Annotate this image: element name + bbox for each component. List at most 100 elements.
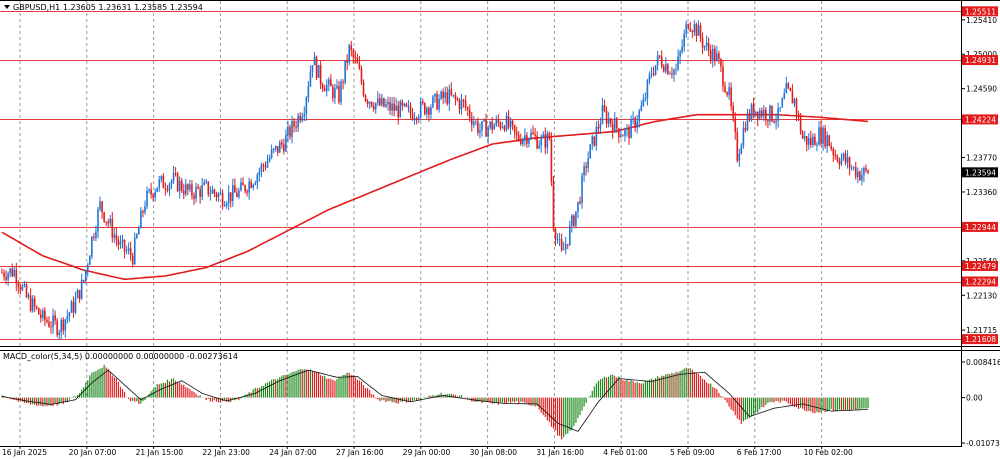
candle-body	[687, 24, 690, 29]
candle-body	[46, 319, 48, 322]
triangle-down-icon[interactable]	[4, 5, 10, 9]
bear-candle	[491, 116, 493, 134]
bull-candle	[23, 280, 26, 288]
bull-candle	[426, 106, 428, 119]
candle-body	[99, 201, 101, 210]
candle-body	[109, 218, 112, 224]
bull-candle	[575, 211, 577, 229]
candle-body	[466, 107, 469, 110]
bull-candle	[419, 97, 422, 121]
candle-body	[475, 121, 477, 123]
candle-body	[489, 121, 491, 128]
candle-body	[765, 109, 767, 121]
bull-candle	[231, 178, 234, 207]
price-tick-label: 1.25410	[966, 16, 997, 25]
candle-body	[609, 118, 612, 124]
bear-candle	[458, 97, 461, 115]
candle-body	[344, 60, 346, 83]
candle-body	[289, 126, 291, 137]
bull-candle	[703, 45, 706, 51]
candle-body	[652, 73, 655, 75]
bull-candle	[348, 43, 351, 66]
bear-candle	[714, 45, 716, 66]
candle-body	[58, 332, 60, 335]
candle-body	[234, 185, 236, 193]
candle-body	[585, 166, 587, 168]
bear-candle	[628, 124, 630, 145]
candle-body	[254, 183, 257, 185]
candle-body	[168, 184, 171, 191]
bull-candle	[728, 82, 730, 100]
bull-candle	[650, 67, 653, 79]
candle-body	[468, 109, 471, 118]
candle-body	[787, 83, 790, 88]
candle-body	[854, 166, 857, 177]
bear-candle	[262, 163, 265, 173]
candle-body	[458, 100, 461, 110]
bull-candle	[127, 242, 130, 255]
candle-body	[683, 33, 685, 47]
bear-candle	[736, 127, 739, 163]
bull-candle	[31, 295, 34, 313]
bull-candle	[74, 291, 77, 315]
candle-body	[487, 127, 489, 137]
bull-candle	[417, 114, 420, 123]
bull-candle	[846, 150, 849, 169]
candle-body	[84, 270, 87, 282]
candle-body	[491, 121, 493, 130]
bear-candle	[182, 183, 185, 200]
candle-body	[60, 319, 63, 333]
candle-body	[101, 201, 103, 213]
candle-body	[807, 137, 810, 145]
bull-candle	[460, 93, 463, 115]
bear-candle	[415, 116, 418, 125]
candle-body	[675, 69, 677, 71]
bull-candle	[109, 214, 112, 227]
bear-candle	[844, 150, 847, 166]
bull-candle	[97, 206, 99, 239]
bear-candle	[507, 110, 510, 130]
bear-candle	[799, 112, 802, 135]
bull-candle	[440, 90, 442, 101]
candle-body	[746, 113, 749, 131]
bear-candle	[405, 102, 408, 108]
candle-body	[131, 255, 134, 265]
bull-candle	[632, 111, 634, 125]
candle-body	[859, 171, 861, 181]
bull-candle	[168, 182, 171, 197]
bear-candle	[534, 127, 536, 141]
level-label-box	[962, 221, 998, 232]
bull-candle	[740, 143, 743, 155]
bear-candle	[236, 187, 238, 198]
bull-candle	[307, 80, 310, 103]
candle-body	[295, 126, 297, 128]
candle-body	[503, 126, 506, 131]
bear-candle	[767, 119, 769, 129]
bull-candle	[705, 35, 708, 51]
candle-body	[66, 316, 69, 320]
bear-candle	[213, 188, 216, 198]
candle-body	[754, 111, 757, 116]
candle-body	[405, 103, 408, 107]
candle-body	[795, 98, 798, 115]
candle-body	[734, 117, 737, 133]
candle-body	[86, 264, 89, 271]
bull-candle	[407, 100, 410, 113]
candle-body	[662, 66, 665, 72]
candle-body	[664, 64, 667, 72]
bull-candle	[27, 292, 30, 300]
bear-candle	[352, 48, 355, 64]
candle-body	[213, 189, 216, 194]
candle-body	[256, 175, 259, 184]
bull-candle	[136, 233, 138, 240]
bear-candle	[330, 74, 332, 87]
bear-candle	[464, 95, 467, 111]
bear-candle	[585, 161, 587, 176]
bear-candle	[722, 60, 724, 92]
bear-candle	[830, 142, 833, 151]
candle-body	[818, 127, 820, 145]
candle-body	[368, 101, 371, 104]
macd-title: MACD_color(5,34,5)	[3, 352, 82, 361]
time-tick-label: 4 Feb 01:00	[603, 448, 648, 457]
